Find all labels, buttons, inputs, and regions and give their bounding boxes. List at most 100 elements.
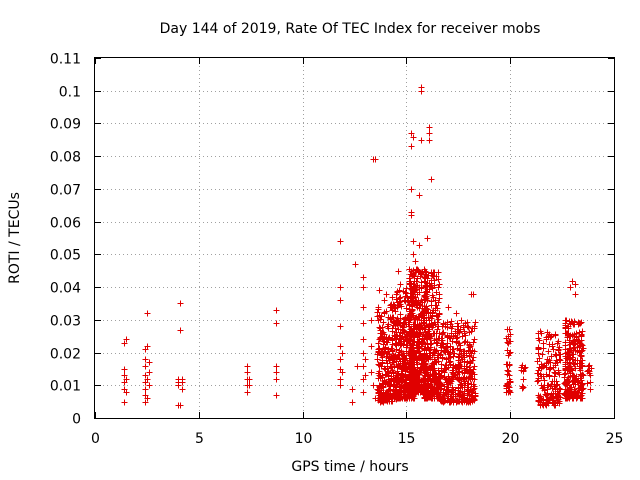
data-point	[573, 373, 580, 380]
data-point	[402, 297, 409, 304]
data-point	[121, 372, 128, 379]
data-point	[337, 343, 344, 350]
data-point	[430, 350, 437, 357]
data-point	[425, 309, 432, 316]
data-point	[566, 339, 573, 346]
y-tick-label: 0.01	[50, 379, 81, 395]
data-point	[584, 380, 591, 387]
data-point	[376, 287, 383, 294]
data-point	[535, 350, 542, 357]
data-point	[536, 364, 543, 371]
data-point	[573, 395, 580, 402]
data-point	[421, 278, 428, 285]
axis-ticks	[95, 58, 615, 419]
data-point	[441, 398, 448, 405]
data-point	[424, 380, 431, 387]
data-point	[389, 367, 396, 374]
data-point	[433, 289, 440, 296]
data-point	[408, 347, 415, 354]
data-point	[413, 267, 420, 274]
data-point	[449, 386, 456, 393]
data-point	[407, 363, 414, 370]
data-point	[246, 382, 253, 389]
data-point	[450, 387, 457, 394]
data-point	[376, 384, 383, 391]
data-point	[397, 311, 404, 318]
data-point	[384, 323, 391, 330]
data-point	[577, 375, 584, 382]
data-point	[388, 373, 395, 380]
data-point	[380, 319, 387, 326]
data-point	[519, 385, 526, 392]
data-point	[398, 351, 405, 358]
data-point	[466, 364, 473, 371]
data-point	[177, 402, 184, 409]
data-point	[429, 367, 436, 374]
data-point	[453, 310, 460, 317]
data-point	[432, 379, 439, 386]
data-point	[425, 328, 432, 335]
data-point	[459, 333, 466, 340]
data-point	[362, 356, 369, 363]
data-point	[273, 363, 280, 370]
data-point	[551, 369, 558, 376]
data-point	[444, 332, 451, 339]
data-point	[458, 317, 465, 324]
data-point	[543, 397, 550, 404]
data-point	[421, 293, 428, 300]
data-point	[572, 281, 579, 288]
data-point	[438, 368, 445, 375]
data-point	[545, 382, 552, 389]
data-point	[587, 386, 594, 393]
data-point	[375, 346, 382, 353]
data-point	[383, 308, 390, 315]
data-point	[466, 329, 473, 336]
data-point	[397, 281, 404, 288]
data-point	[426, 130, 433, 137]
data-point	[571, 337, 578, 344]
data-point	[549, 343, 556, 350]
data-point	[428, 298, 435, 305]
data-point	[542, 401, 549, 408]
data-point	[435, 284, 442, 291]
data-point	[436, 295, 443, 302]
data-point	[417, 350, 424, 357]
data-point	[441, 392, 448, 399]
data-point	[505, 368, 512, 375]
data-point	[585, 363, 592, 370]
data-point	[414, 266, 421, 273]
data-point	[506, 361, 513, 368]
data-point	[381, 377, 388, 384]
data-point	[407, 271, 414, 278]
data-point	[438, 337, 445, 344]
y-tick-labels: 0 0.01 0.02 0.03 0.04 0.05 0.06 0.07 0.08 0.09 0.1…	[50, 52, 81, 428]
data-point	[576, 320, 583, 327]
data-point	[409, 306, 416, 313]
data-point	[441, 369, 448, 376]
data-point	[378, 363, 385, 370]
data-point	[179, 386, 186, 393]
data-point	[339, 369, 346, 376]
data-point	[447, 343, 454, 350]
y-axis-label: ROTI / TECUs	[7, 192, 23, 284]
data-point	[394, 368, 401, 375]
data-point	[538, 382, 545, 389]
data-point	[432, 321, 439, 328]
data-point	[376, 324, 383, 331]
data-point	[467, 360, 474, 367]
data-point	[389, 307, 396, 314]
data-point	[580, 345, 587, 352]
data-point	[535, 344, 542, 351]
data-point	[142, 356, 149, 363]
data-point	[576, 360, 583, 367]
data-point	[368, 317, 375, 324]
data-point	[406, 278, 413, 285]
data-point	[376, 345, 383, 352]
data-point	[504, 381, 511, 388]
data-point	[552, 331, 559, 338]
data-point	[462, 332, 469, 339]
data-point	[564, 382, 571, 389]
data-point	[467, 399, 474, 406]
y-tick-label: 0.05	[50, 248, 81, 264]
data-point	[403, 377, 410, 384]
